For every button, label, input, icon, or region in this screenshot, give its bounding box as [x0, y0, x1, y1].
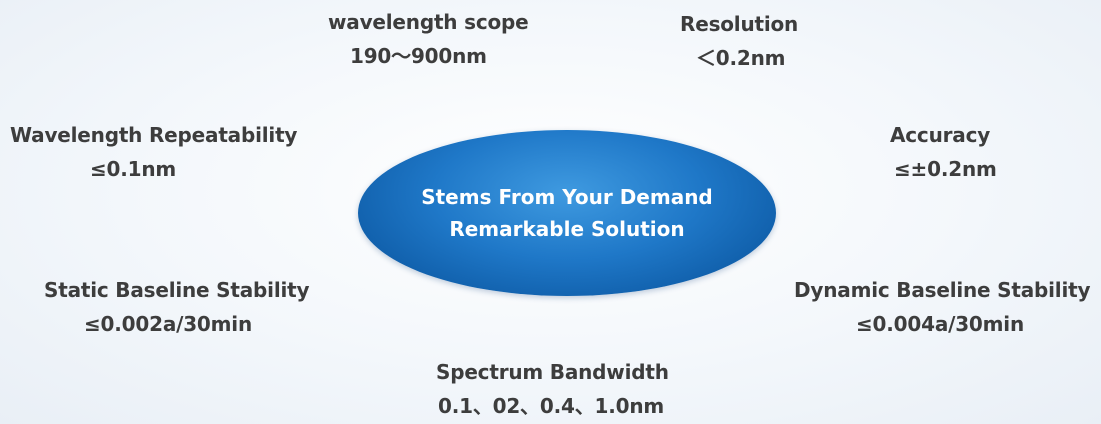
spec-wavelength-scope: wavelength scope 190～900nm: [328, 10, 529, 68]
spec-value: ＜0.2nm: [696, 46, 786, 70]
spec-accuracy: Accuracy ≤±0.2nm: [890, 123, 997, 181]
center-line-1: Stems From Your Demand: [421, 185, 713, 209]
spec-spectrum-bandwidth: Spectrum Bandwidth 0.1、02、0.4、1.0nm: [436, 360, 669, 418]
spec-title: Dynamic Baseline Stability: [794, 278, 1091, 302]
spec-value: ≤±0.2nm: [894, 157, 997, 181]
spec-value: ≤0.004a/30min: [856, 312, 1024, 336]
spec-title: Spectrum Bandwidth: [436, 360, 669, 384]
center-ellipse: Stems From Your Demand Remarkable Soluti…: [358, 130, 776, 296]
spec-wavelength-repeatability: Wavelength Repeatability ≤0.1nm: [10, 123, 297, 181]
spec-title: Accuracy: [890, 123, 991, 147]
spec-title: Static Baseline Stability: [44, 278, 310, 302]
spec-static-baseline-stability: Static Baseline Stability ≤0.002a/30min: [44, 278, 310, 336]
spec-value: 190～900nm: [350, 44, 487, 68]
spec-value: ≤0.1nm: [90, 157, 177, 181]
center-line-2: Remarkable Solution: [449, 217, 685, 241]
spec-title: wavelength scope: [328, 10, 529, 34]
spec-value: ≤0.002a/30min: [84, 312, 252, 336]
spec-title: Wavelength Repeatability: [10, 123, 298, 147]
spec-title: Resolution: [680, 12, 799, 36]
spec-value: 0.1、02、0.4、1.0nm: [438, 394, 664, 418]
spec-dynamic-baseline-stability: Dynamic Baseline Stability ≤0.004a/30min: [794, 278, 1091, 336]
spec-resolution: Resolution ＜0.2nm: [680, 12, 798, 70]
